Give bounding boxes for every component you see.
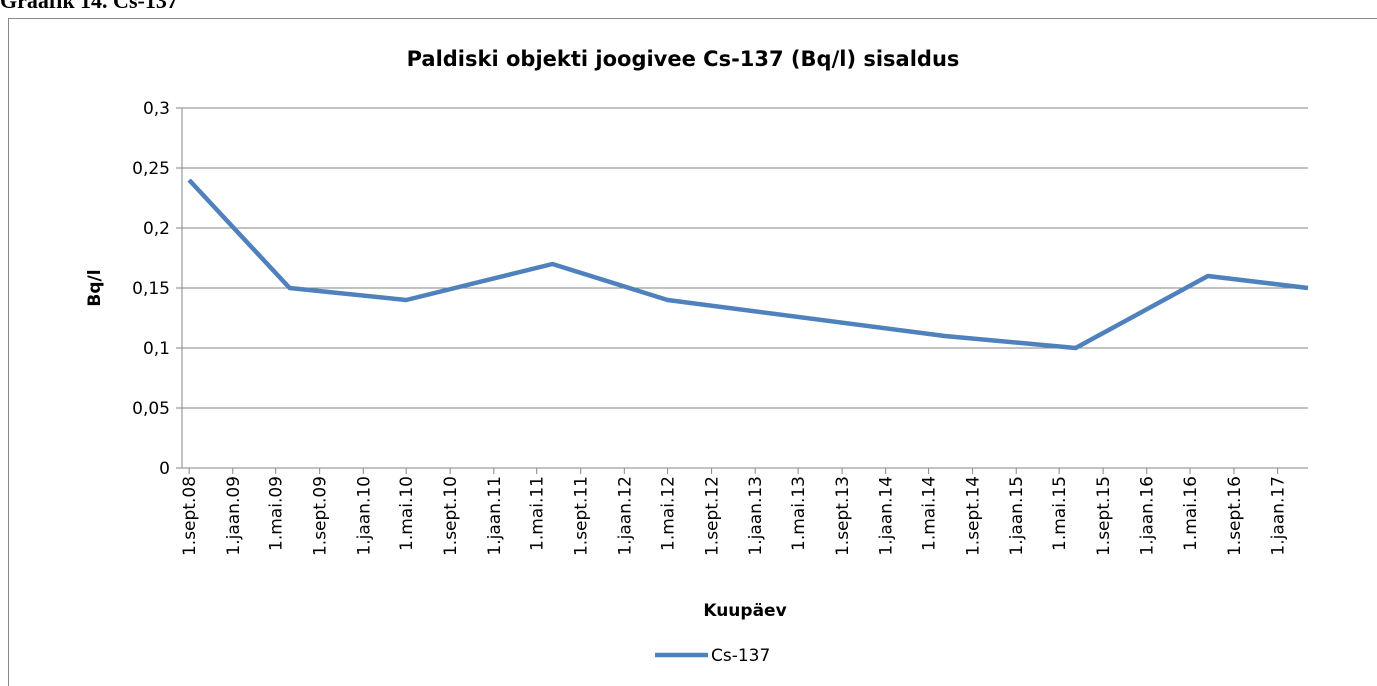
x-tick-label: 1.mai.15 [1050, 476, 1070, 551]
legend-label: Cs-137 [711, 646, 770, 666]
x-tick-label: 1.sept.09 [311, 476, 331, 556]
caption: Graafik 14. Cs-137 [0, 0, 178, 13]
chart-title: Paldiski objekti joogivee Cs-137 (Bq/l) … [407, 47, 960, 71]
x-tick-label: 1.sept.16 [1225, 476, 1245, 556]
y-tick-label: 0,25 [132, 159, 170, 179]
x-axis-label: Kuupäev [703, 601, 786, 621]
y-axis-label: Bq/l [85, 269, 105, 306]
x-tick-label: 1.sept.10 [441, 476, 461, 556]
x-tick-label: 1.jaan.14 [877, 476, 897, 556]
y-tick-label: 0,2 [143, 219, 170, 239]
x-tick-label: 1.sept.08 [180, 476, 200, 556]
x-tick-label: 1.jaan.16 [1138, 476, 1158, 556]
x-tick-label: 1.sept.15 [1094, 476, 1114, 556]
y-tick-label: 0,1 [143, 339, 170, 359]
x-tick-label: 1.mai.09 [267, 476, 287, 551]
x-tick-label: 1.jaan.13 [746, 476, 766, 556]
x-tick-label: 1.jaan.09 [224, 476, 244, 556]
x-tick-label: 1.sept.11 [572, 476, 592, 556]
x-tick-label: 1.jaan.10 [354, 476, 374, 556]
x-tick-label: 1.mai.11 [528, 476, 548, 551]
x-tick-label: 1.sept.12 [703, 476, 723, 556]
x-tick-label: 1.mai.12 [659, 476, 679, 551]
y-tick-label: 0,3 [143, 99, 170, 119]
x-tick-label: 1.sept.13 [833, 476, 853, 556]
y-tick-label: 0,05 [132, 399, 170, 419]
x-tick-label: 1.jaan.12 [615, 476, 635, 556]
x-tick-label: 1.mai.13 [789, 476, 809, 551]
x-tick-label: 1.mai.14 [920, 476, 940, 551]
x-tick-label: 1.jaan.11 [485, 476, 505, 556]
x-tick-label: 1.mai.10 [397, 476, 417, 551]
x-tick-label: 1.jaan.15 [1007, 476, 1027, 556]
y-tick-label: 0 [159, 459, 170, 479]
data-line [187, 178, 1309, 351]
y-tick-label: 0,15 [132, 279, 170, 299]
x-tick-label: 1.mai.16 [1181, 476, 1201, 551]
x-tick-label: 1.sept.14 [964, 476, 984, 556]
x-tick-label: 1.jaan.17 [1269, 476, 1289, 556]
chart-frame [8, 18, 1377, 686]
